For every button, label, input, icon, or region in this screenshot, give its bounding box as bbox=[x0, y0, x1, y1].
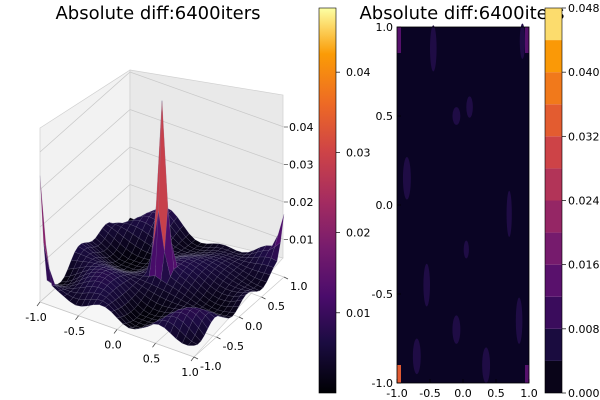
contour-region bbox=[397, 365, 401, 383]
contour-colorbar-ticks: 0.000 0.008 0.016 0.024 0.032 0.040 0.048 bbox=[562, 2, 600, 400]
surface-y-tick-label: -1.0 bbox=[200, 360, 221, 373]
contour-title: Absolute diff:6400iters bbox=[359, 3, 564, 24]
surface-colorbar-tick-label: 0.03 bbox=[346, 146, 371, 159]
surface-colorbar: 0.01 0.02 0.03 0.04 bbox=[318, 7, 371, 394]
surface-y-tick-mark bbox=[216, 336, 221, 340]
contour-colorbar-tick-label: 0.032 bbox=[568, 130, 600, 143]
contour-region bbox=[506, 190, 512, 238]
surface-x-tick-label: 0.0 bbox=[104, 339, 122, 352]
surface-x-tick-label: 1.0 bbox=[181, 366, 199, 379]
surface-facet bbox=[187, 341, 198, 346]
contour-colorbar-tick-label: 0.040 bbox=[568, 66, 600, 79]
contour-y-tick-label: -0.5 bbox=[372, 288, 393, 301]
surface-x-tick-label: -1.0 bbox=[25, 311, 46, 324]
contour-region bbox=[463, 240, 469, 259]
contour-colorbar-band bbox=[545, 136, 562, 169]
contour-colorbar-band bbox=[545, 40, 562, 73]
surface-x-tick-label: 0.5 bbox=[143, 352, 161, 365]
surface-x-tick-mark bbox=[190, 356, 195, 362]
surface-y-tick-mark bbox=[261, 296, 266, 300]
surface-colorbar-tick-label: 0.02 bbox=[346, 227, 371, 240]
contour-y-tick-label: 0.5 bbox=[376, 110, 394, 123]
contour-colorbar-tick-label: 0.008 bbox=[568, 323, 600, 336]
contour-colorbar-tick-label: 0.016 bbox=[568, 259, 600, 272]
contour-region bbox=[397, 27, 401, 53]
surface-y-tick-label: 1.0 bbox=[290, 280, 308, 293]
surface-z-tick-label: 0.01 bbox=[289, 234, 314, 247]
contour-x-tick-label: 0.5 bbox=[487, 387, 505, 400]
contour-colorbar-band bbox=[545, 296, 562, 329]
contour-y-tick-label: 1.0 bbox=[376, 21, 394, 34]
surface-y-tick-label: 0.0 bbox=[245, 320, 263, 333]
contour-colorbar-tick-label: 0.000 bbox=[568, 387, 600, 400]
contour-region bbox=[525, 365, 529, 383]
contour-colorbar-band bbox=[545, 104, 562, 137]
surface-x-tick-label: -0.5 bbox=[64, 325, 85, 338]
contour-regions bbox=[397, 23, 529, 384]
surface-z-tick-label: 0.02 bbox=[289, 196, 314, 209]
contour-colorbar-tick-label: 0.048 bbox=[568, 2, 600, 15]
contour-x-tick-label: 1.0 bbox=[520, 387, 538, 400]
surface-z-tick-label: 0.04 bbox=[289, 121, 314, 134]
contour-region bbox=[515, 297, 523, 344]
contour-colorbar-band bbox=[545, 328, 562, 361]
contour-colorbar-band bbox=[545, 360, 562, 393]
surface-x-tick-mark bbox=[75, 315, 79, 320]
contour-region bbox=[452, 315, 461, 344]
contour-region bbox=[482, 347, 491, 384]
surface-colorbar-ticks: 0.01 0.02 0.03 0.04 bbox=[336, 66, 371, 320]
contour-ticks: -1.0 -0.5 0.0 0.5 1.0 -1.0 -0.5 0.0 0.5 1.0 bbox=[372, 21, 538, 400]
contour-region bbox=[525, 27, 529, 53]
surface-x-tick-mark bbox=[152, 343, 156, 348]
contour-region bbox=[402, 156, 411, 200]
contour-region bbox=[466, 96, 473, 118]
contour-colorbar-band bbox=[545, 200, 562, 233]
contour-colorbar-band bbox=[545, 168, 562, 201]
contour-colorbar-band bbox=[545, 264, 562, 297]
contour-axes: -1.0 -0.5 0.0 0.5 1.0 -1.0 -0.5 0.0 0.5 1.0 bbox=[372, 21, 538, 400]
contour-region bbox=[452, 107, 461, 125]
contour-x-tick-label: -1.0 bbox=[386, 387, 407, 400]
surface-z-tick-label: 0.03 bbox=[289, 159, 314, 172]
contour-colorbar-tick-label: 0.024 bbox=[568, 195, 600, 208]
contour-colorbar-bands bbox=[545, 8, 562, 393]
surface-y-tick-mark bbox=[193, 356, 199, 360]
contour-region bbox=[430, 25, 437, 72]
surface-y-tick-mark bbox=[283, 276, 289, 280]
surface-ticks: -1.0-0.50.00.51.0 -1.0-0.50.00.51.00.010.… bbox=[25, 121, 313, 379]
surface-x-tick-mark bbox=[113, 329, 118, 334]
contour-region bbox=[423, 263, 431, 307]
surface-title: Absolute diff:6400iters bbox=[55, 3, 260, 24]
contour-y-tick-label: 0.0 bbox=[376, 199, 394, 212]
contour-y-tick-label: -1.0 bbox=[372, 377, 393, 390]
surface-colorbar-tick-label: 0.01 bbox=[346, 307, 371, 320]
contour-x-tick-label: 0.0 bbox=[454, 387, 472, 400]
surface-colorbar-bar bbox=[318, 7, 337, 394]
contour-colorbar-band bbox=[545, 72, 562, 105]
surface-y-tick-label: 0.5 bbox=[268, 300, 286, 313]
surface-y-tick-mark bbox=[238, 316, 244, 320]
contour-region bbox=[412, 338, 421, 375]
surface-mesh bbox=[39, 100, 285, 346]
contour-x-tick-label: -0.5 bbox=[419, 387, 440, 400]
surface-colorbar-tick-label: 0.04 bbox=[346, 66, 371, 79]
contour-colorbar: 0.000 0.008 0.016 0.024 0.032 0.040 0.048 bbox=[544, 2, 600, 400]
surface-x-tick-mark bbox=[36, 301, 41, 307]
contour-region bbox=[519, 23, 526, 60]
surface-y-tick-label: -0.5 bbox=[223, 340, 244, 353]
contour-colorbar-band bbox=[545, 8, 562, 41]
contour-colorbar-band bbox=[545, 232, 562, 265]
